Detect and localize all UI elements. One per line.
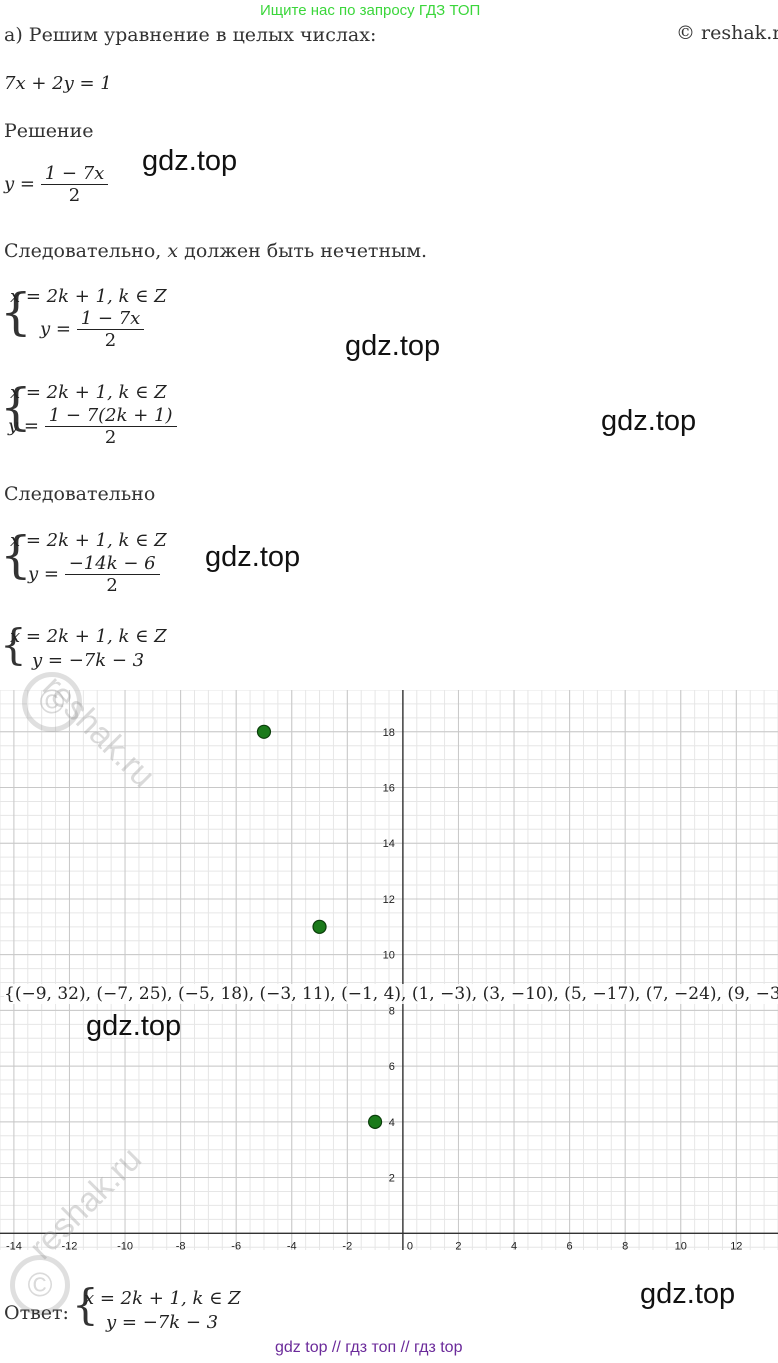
y-fraction: 1 − 7x 2	[40, 163, 109, 206]
gdz-watermark-5: gdz.top	[86, 1010, 182, 1042]
system-3-line2: y = −14k − 6 2	[28, 553, 160, 596]
task-title: а) Решим уравнение в целых числах:	[4, 24, 377, 46]
system-2-line1: x = 2k + 1, k ∈ Z	[10, 382, 167, 403]
copyright-label: © reshak.ru	[676, 22, 778, 44]
gdz-watermark-6: gdz.top	[640, 1278, 736, 1310]
system-3-brace: {	[0, 526, 32, 584]
system-4-line2: y = −7k − 3	[32, 650, 145, 671]
x-tick-label: -14	[6, 1240, 22, 1252]
system-4-line1: x = 2k + 1, k ∈ Z	[10, 626, 167, 647]
y-tick-label: 2	[389, 1173, 395, 1185]
system-1-denominator: 2	[76, 329, 145, 351]
answer-brace: {	[72, 1280, 99, 1329]
graph-points	[256, 724, 383, 1129]
system-3-line1: x = 2k + 1, k ∈ Z	[10, 530, 167, 551]
odd-note-suffix: должен быть нечетным.	[178, 240, 428, 262]
system-2-brace: {	[0, 378, 32, 436]
x-tick-label: -12	[62, 1240, 78, 1252]
gdz-watermark-3: gdz.top	[601, 405, 697, 437]
y-fraction-denominator: 2	[40, 184, 109, 206]
system-1-lhs: y =	[40, 318, 71, 340]
x-tick-label: -6	[231, 1240, 241, 1252]
system-1-numerator: 1 − 7x	[80, 308, 141, 329]
system-3-denominator: 2	[64, 574, 160, 596]
system-2-lhs: y =	[8, 415, 39, 437]
odd-note-var: x	[167, 240, 179, 262]
x-tick-label: 6	[567, 1240, 573, 1252]
top-banner[interactable]: Ищите нас по запросу ГДЗ ТОП	[260, 2, 481, 19]
system-1-line2: y = 1 − 7x 2	[40, 308, 145, 351]
x-tick-label: 2	[455, 1240, 461, 1252]
y-tick-label: 10	[383, 950, 395, 962]
odd-note-prefix: Следовательно,	[4, 240, 168, 262]
x-tick-label: -4	[287, 1240, 297, 1252]
therefore-label: Следовательно	[4, 483, 156, 505]
x-tick-label: -10	[117, 1240, 133, 1252]
system-3-fraction: −14k − 6 2	[64, 553, 160, 596]
graph-tick-labels: -14 -12 -10 -8 -6 -4 -2 0 2 4 6 8 10 12 2 4 6 8 10 12 14 16 18	[6, 727, 743, 1252]
y-expression-lhs: y =	[4, 173, 35, 195]
gdz-watermark-4: gdz.top	[205, 541, 301, 573]
solution-point	[256, 724, 272, 739]
x-tick-label: 10	[675, 1240, 687, 1252]
system-3-numerator: −14k − 6	[68, 553, 156, 574]
x-tick-label: 0	[407, 1240, 413, 1252]
system-1-brace: {	[0, 283, 32, 341]
graph-axes	[0, 690, 778, 1250]
system-1-line1: x = 2k + 1, k ∈ Z	[10, 286, 167, 307]
y-tick-label: 8	[389, 1005, 395, 1017]
x-tick-label: 8	[622, 1240, 628, 1252]
y-tick-label: 4	[389, 1117, 395, 1129]
solution-label: Решение	[4, 120, 94, 142]
x-tick-label: 4	[511, 1240, 517, 1252]
odd-note: Следовательно, x должен быть нечетным.	[4, 240, 427, 262]
reshak-copyright-mark-2: ©	[10, 1255, 70, 1315]
gdz-watermark-1: gdz.top	[142, 145, 238, 177]
y-tick-label: 14	[383, 838, 395, 850]
y-tick-label: 16	[383, 783, 395, 795]
system-4-brace: {	[0, 620, 27, 669]
answer-label: Ответ:	[4, 1302, 69, 1324]
x-tick-label: 12	[730, 1240, 742, 1252]
x-tick-label: -2	[342, 1240, 352, 1252]
answer-line2: y = −7k − 3	[106, 1312, 219, 1333]
grid-minor	[0, 690, 778, 1250]
system-2-numerator: 1 − 7(2k + 1)	[48, 405, 173, 426]
system-1-fraction: 1 − 7x 2	[76, 308, 145, 351]
y-fraction-numerator: 1 − 7x	[44, 163, 105, 184]
system-2-denominator: 2	[44, 426, 177, 448]
solution-point	[368, 1114, 383, 1129]
solution-graph: -14 -12 -10 -8 -6 -4 -2 0 2 4 6 8 10 12 2 4 6 8 10 12 14 16 18	[0, 690, 778, 1252]
gdz-watermark-2: gdz.top	[345, 330, 441, 362]
x-tick-label: -8	[176, 1240, 186, 1252]
y-tick-label: 18	[383, 727, 395, 739]
bottom-links[interactable]: gdz top // гдз топ // гдз top	[275, 1339, 463, 1356]
y-expression: y = 1 − 7x 2	[4, 163, 109, 206]
system-2-line2: y = 1 − 7(2k + 1) 2	[8, 405, 177, 448]
reshak-copyright-mark-1: ©	[22, 672, 82, 732]
y-tick-label: 12	[383, 894, 395, 906]
answer-line1: x = 2k + 1, k ∈ Z	[84, 1288, 241, 1309]
solution-point	[312, 919, 327, 934]
main-equation: 7x + 2y = 1	[4, 73, 112, 94]
y-tick-label: 6	[389, 1061, 395, 1073]
solution-set: {(−9, 32), (−7, 25), (−5, 18), (−3, 11),…	[4, 984, 778, 1004]
system-2-fraction: 1 − 7(2k + 1) 2	[44, 405, 177, 448]
system-3-lhs: y =	[28, 563, 59, 585]
